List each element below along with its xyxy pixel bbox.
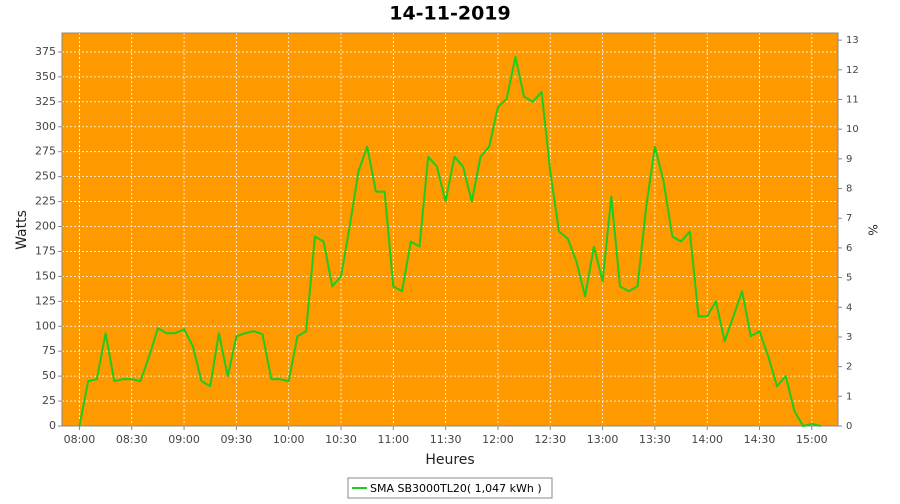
y2-tick-label: 8 xyxy=(846,184,852,195)
x-tick-label: 13:00 xyxy=(587,433,619,446)
y2-tick-label: 1 xyxy=(846,391,852,402)
y-tick-label: 25 xyxy=(42,394,56,407)
y-axis-label: Watts xyxy=(14,210,30,250)
y-tick-label: 275 xyxy=(35,145,56,158)
y2-tick-label: 7 xyxy=(846,213,852,224)
x-tick-label: 14:30 xyxy=(744,433,776,446)
y2-tick-label: 11 xyxy=(846,94,859,105)
y-tick-label: 375 xyxy=(35,45,56,58)
y2-tick-label: 12 xyxy=(846,65,859,76)
y2-tick-label: 9 xyxy=(846,154,852,165)
legend-label: SMA SB3000TL20( 1,047 kWh ) xyxy=(370,482,542,495)
x-tick-label: 12:30 xyxy=(534,433,566,446)
x-axis-label: Heures xyxy=(425,452,474,468)
x-tick-label: 08:00 xyxy=(64,433,96,446)
series-line xyxy=(78,55,821,427)
y-tick-label: 300 xyxy=(35,120,56,133)
y2-tick-label: 10 xyxy=(846,124,859,135)
y2-tick-label: 2 xyxy=(846,362,852,373)
x-tick-label: 11:30 xyxy=(430,433,462,446)
y-tick-label: 350 xyxy=(35,70,56,83)
x-tick-label: 08:30 xyxy=(116,433,148,446)
y2-tick-label: 5 xyxy=(846,273,852,284)
y-tick-label: 100 xyxy=(35,319,56,332)
y-tick-label: 250 xyxy=(35,170,56,183)
y-tick-label: 325 xyxy=(35,95,56,108)
y2-tick-label: 3 xyxy=(846,332,852,343)
y2-tick-label: 4 xyxy=(846,302,852,313)
x-tick-label: 15:00 xyxy=(796,433,828,446)
y2-axis-label: % xyxy=(866,224,880,235)
y-tick-label: 225 xyxy=(35,195,56,208)
y-tick-label: 175 xyxy=(35,244,56,257)
legend-box xyxy=(347,477,553,499)
y2-tick-label: 13 xyxy=(846,35,859,46)
x-tick-label: 11:00 xyxy=(377,433,409,446)
x-tick-label: 09:00 xyxy=(168,433,200,446)
x-tick-label: 10:00 xyxy=(273,433,305,446)
x-tick-label: 09:30 xyxy=(221,433,253,446)
y-tick-label: 50 xyxy=(42,369,56,382)
y2-tick-label: 0 xyxy=(846,421,852,432)
chart-title: 14-11-2019 xyxy=(389,3,511,25)
y2-tick-label: 6 xyxy=(846,243,852,254)
y-tick-label: 75 xyxy=(42,344,56,357)
y-tick-label: 150 xyxy=(35,269,56,282)
plot-background xyxy=(62,33,838,426)
x-tick-label: 14:00 xyxy=(691,433,723,446)
y-tick-label: 125 xyxy=(35,294,56,307)
y-tick-label: 0 xyxy=(49,419,56,432)
x-tick-label: 10:30 xyxy=(325,433,357,446)
x-tick-label: 12:00 xyxy=(482,433,514,446)
x-tick-label: 13:30 xyxy=(639,433,671,446)
plot-border xyxy=(61,32,839,427)
y-tick-label: 200 xyxy=(35,220,56,233)
